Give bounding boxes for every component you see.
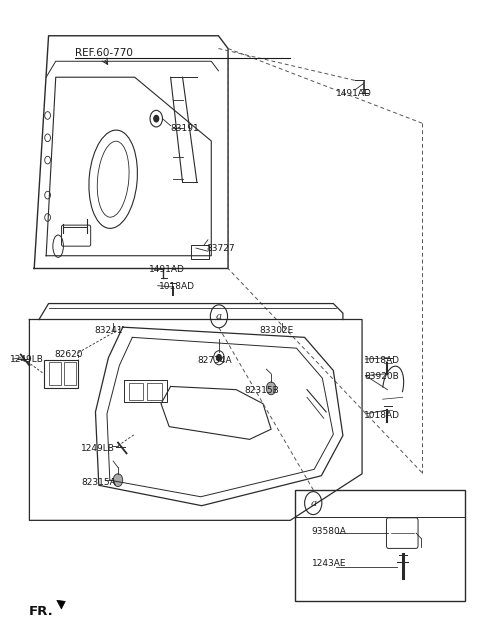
Bar [64,362,76,385]
Bar [44,360,78,388]
Circle shape [113,473,123,486]
FancyArrowPatch shape [57,600,65,609]
Circle shape [266,382,276,395]
Text: 1249LB: 1249LB [81,444,115,453]
Text: 1491AD: 1491AD [336,89,372,98]
Text: FR.: FR. [28,605,53,618]
Text: 83302E: 83302E [259,327,293,335]
Text: 82734A: 82734A [197,357,231,366]
Text: 1018AD: 1018AD [364,357,400,366]
Text: a: a [216,312,222,321]
Bar [191,245,209,259]
Text: 1018AD: 1018AD [364,411,400,420]
Circle shape [216,355,221,361]
Text: 1491AD: 1491AD [149,265,185,274]
Text: 1249LB: 1249LB [10,355,44,364]
Text: REF.60-770: REF.60-770 [75,48,133,58]
Bar [129,383,144,401]
Text: 83191: 83191 [170,124,199,133]
Text: 83727: 83727 [206,243,235,252]
Text: 1243AE: 1243AE [312,558,346,567]
Bar [147,383,161,401]
Text: 82315A: 82315A [81,477,116,486]
Text: a: a [310,498,316,507]
Text: 82620: 82620 [54,350,83,359]
Bar [295,489,465,601]
Text: 83241: 83241 [94,327,122,335]
Text: 82315B: 82315B [245,387,279,396]
Circle shape [154,116,158,122]
Text: 83920B: 83920B [364,373,399,381]
Bar [48,362,60,385]
Text: 93580A: 93580A [312,527,347,535]
Text: 1018AD: 1018AD [158,282,194,291]
